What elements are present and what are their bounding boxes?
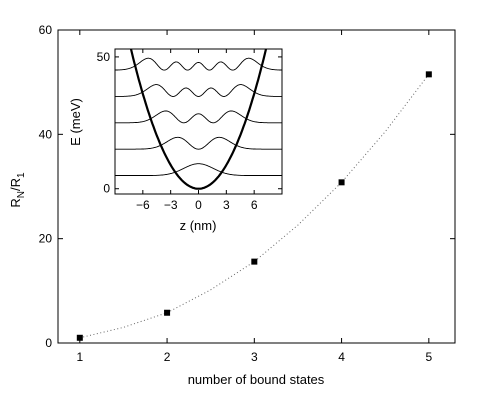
x-tick-label: 5	[425, 350, 432, 364]
inset-x-tick-label: −3	[164, 198, 178, 212]
x-axis-label: number of bound states	[188, 372, 325, 387]
inset-ticks	[115, 49, 282, 194]
fit-curve	[79, 73, 430, 339]
x-tick-label: 2	[164, 350, 171, 364]
potential-well	[129, 48, 268, 190]
x-tick-label: 1	[76, 350, 83, 364]
wavefunction-curve	[115, 110, 282, 124]
data-point	[425, 71, 432, 78]
y-tick-label: 20	[39, 232, 53, 246]
inset-x-tick-label: 0	[195, 198, 202, 212]
wavefunction-curve	[115, 136, 282, 150]
x-tick-label: 3	[251, 350, 258, 364]
y-axis-label: RN/R1	[8, 172, 27, 208]
data-point	[251, 258, 258, 265]
wavefunction-curve	[115, 163, 282, 176]
inset-x-axis-label: z (nm)	[180, 218, 217, 233]
inset-x-tick-label: 3	[223, 198, 230, 212]
inset-y-axis-label: E (meV)	[68, 98, 83, 146]
main-ticks	[58, 29, 455, 344]
inset-background	[115, 49, 282, 194]
y-tick-label: 0	[45, 336, 52, 350]
y-tick-label: 60	[39, 23, 53, 37]
data-point	[76, 334, 83, 341]
main-axes-frame	[57, 29, 456, 344]
wavefunction-curve	[115, 57, 282, 71]
inset-x-tick-label: −6	[136, 198, 150, 212]
inset-plot: −6 −3 0 3 6 0 50 z (nm) E (meV)	[68, 48, 283, 233]
inset-x-tick-label: 6	[251, 198, 258, 212]
inset-y-tick-label: 0	[103, 182, 110, 196]
y-tick-label: 40	[39, 127, 53, 141]
data-point	[164, 309, 171, 316]
x-tick-label: 4	[338, 350, 345, 364]
data-points	[76, 71, 432, 341]
data-point	[338, 179, 345, 186]
inset-tick-labels: −6 −3 0 3 6 0 50	[97, 50, 258, 212]
inset-y-tick-label: 50	[97, 50, 111, 64]
